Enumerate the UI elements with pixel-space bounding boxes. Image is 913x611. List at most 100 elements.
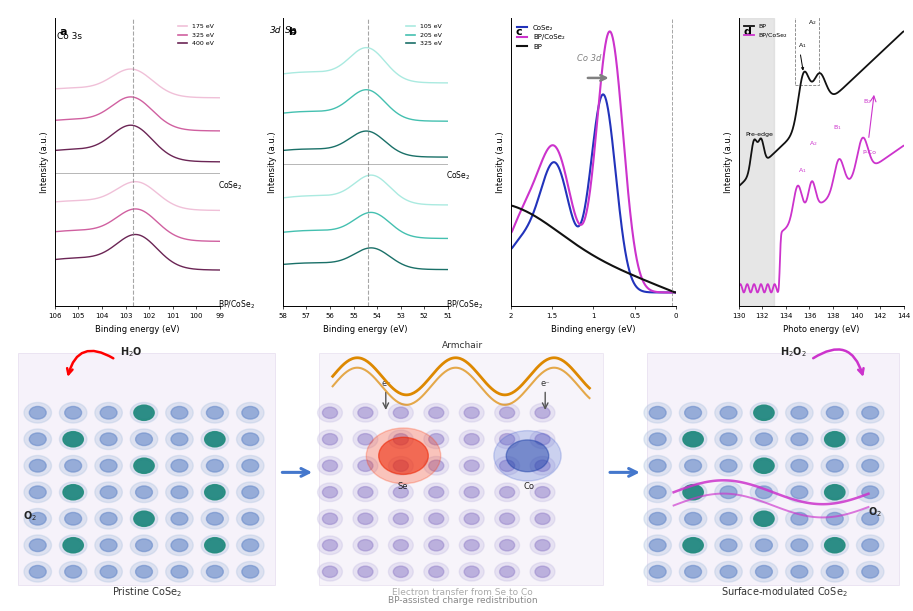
Circle shape (100, 486, 117, 499)
Circle shape (29, 565, 47, 578)
Text: B$_1$: B$_1$ (833, 123, 842, 132)
Circle shape (353, 403, 378, 422)
Circle shape (95, 535, 122, 555)
Circle shape (756, 406, 772, 419)
Circle shape (24, 429, 51, 450)
Circle shape (720, 539, 737, 552)
Circle shape (464, 566, 479, 577)
Circle shape (754, 405, 774, 420)
Circle shape (322, 407, 338, 419)
Circle shape (826, 433, 844, 445)
Circle shape (318, 510, 342, 528)
Circle shape (424, 483, 448, 502)
Circle shape (495, 563, 519, 581)
BP (615, 266, 626, 274)
Text: Se: Se (397, 482, 408, 491)
Circle shape (720, 486, 737, 499)
Circle shape (535, 460, 550, 472)
Circle shape (24, 455, 51, 476)
Circle shape (322, 486, 338, 498)
Circle shape (750, 429, 778, 450)
Circle shape (535, 486, 550, 498)
Circle shape (862, 486, 878, 499)
Circle shape (530, 403, 555, 422)
Circle shape (394, 566, 408, 577)
Circle shape (171, 565, 188, 578)
X-axis label: Binding energy (eV): Binding energy (eV) (95, 324, 180, 334)
Circle shape (499, 513, 515, 524)
Circle shape (429, 566, 444, 577)
Circle shape (786, 403, 813, 423)
Circle shape (394, 460, 408, 472)
Circle shape (136, 513, 152, 525)
Circle shape (644, 535, 671, 555)
Circle shape (826, 406, 844, 419)
Circle shape (63, 538, 83, 553)
Circle shape (95, 403, 122, 423)
Circle shape (242, 433, 258, 445)
Circle shape (826, 565, 844, 578)
Text: B$_2$: B$_2$ (863, 97, 871, 106)
BP/CoSe₂ (844, 175, 855, 183)
Text: A$_1$: A$_1$ (798, 42, 806, 51)
Circle shape (318, 430, 342, 448)
Text: BP/CoSe$_2$: BP/CoSe$_2$ (446, 298, 482, 311)
Circle shape (29, 459, 47, 472)
Y-axis label: Intensity (a.u.): Intensity (a.u.) (268, 131, 278, 192)
Circle shape (715, 482, 742, 502)
Circle shape (464, 540, 479, 551)
Circle shape (685, 513, 701, 525)
Circle shape (791, 539, 808, 552)
Circle shape (100, 539, 117, 552)
Circle shape (353, 456, 378, 475)
Circle shape (429, 460, 444, 472)
Text: BP/CoSe$_2$: BP/CoSe$_2$ (217, 299, 255, 312)
Circle shape (530, 536, 555, 555)
Circle shape (499, 434, 515, 445)
Circle shape (206, 539, 224, 552)
Circle shape (166, 429, 194, 450)
Circle shape (756, 459, 772, 472)
CoSe₂ (603, 108, 614, 115)
Circle shape (530, 483, 555, 502)
Circle shape (791, 513, 808, 525)
Circle shape (171, 513, 188, 525)
Circle shape (322, 460, 338, 472)
BP/CoSe₂ (670, 289, 681, 296)
Circle shape (166, 455, 194, 476)
Circle shape (683, 538, 703, 553)
Circle shape (171, 406, 188, 419)
Legend: CoSe₂, BP/CoSe₂, BP: CoSe₂, BP/CoSe₂, BP (514, 22, 568, 53)
BP (857, 65, 868, 73)
Text: Co: Co (523, 482, 534, 491)
Circle shape (24, 403, 51, 423)
Circle shape (499, 540, 515, 551)
Circle shape (862, 565, 878, 578)
Text: BP-assisted charge redistribution: BP-assisted charge redistribution (388, 596, 538, 605)
Text: d: d (743, 27, 751, 37)
BP (603, 260, 614, 267)
Circle shape (131, 455, 158, 476)
Circle shape (791, 433, 808, 445)
Circle shape (358, 540, 373, 551)
Circle shape (358, 407, 373, 419)
BP/CoSe₂ (505, 229, 516, 236)
Circle shape (495, 430, 519, 448)
Circle shape (24, 482, 51, 502)
FancyBboxPatch shape (18, 353, 275, 585)
Circle shape (649, 539, 666, 552)
Circle shape (394, 434, 408, 445)
Text: e⁻: e⁻ (540, 379, 551, 388)
BP/CoSe₂ (604, 27, 615, 35)
BP/CoSe₂ (580, 213, 591, 221)
Circle shape (366, 428, 441, 484)
Circle shape (715, 562, 742, 582)
Circle shape (242, 406, 258, 419)
Circle shape (206, 513, 224, 525)
Text: H$_2$O$_2$: H$_2$O$_2$ (780, 345, 807, 359)
Circle shape (171, 433, 188, 445)
Text: P-Co: P-Co (863, 150, 876, 155)
Circle shape (786, 482, 813, 502)
Line: BP: BP (510, 205, 676, 293)
Text: 3d: 3d (269, 26, 281, 34)
